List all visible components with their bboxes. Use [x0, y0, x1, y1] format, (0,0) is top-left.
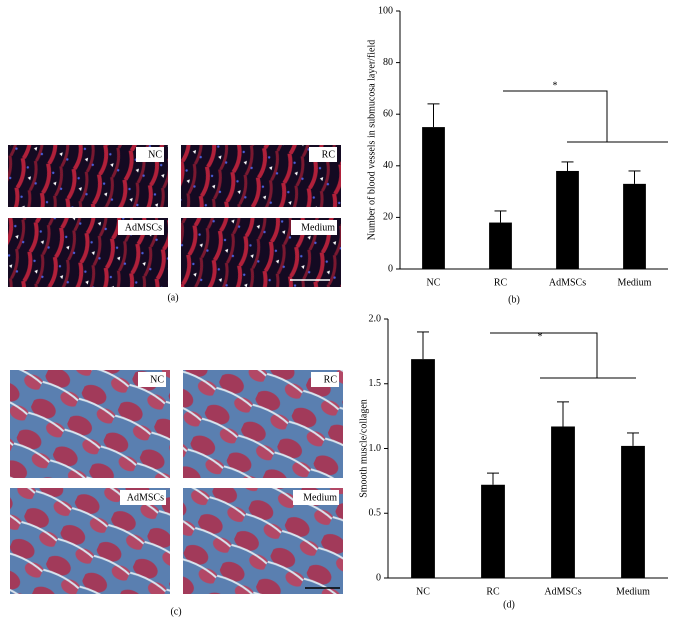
panel-label: (c)	[170, 606, 181, 617]
y-tick-label: 20	[383, 212, 393, 223]
y-tick-label: 2.0	[369, 313, 382, 324]
bracket	[490, 332, 598, 378]
bar	[556, 170, 579, 269]
image-label: RC	[322, 149, 336, 160]
bar	[551, 426, 575, 578]
significance-star: *	[553, 80, 558, 91]
image-label-box	[309, 147, 337, 162]
micrograph	[183, 370, 343, 478]
image-label-box	[118, 220, 164, 235]
micrograph	[183, 488, 343, 594]
x-tick-label: NC	[427, 277, 441, 288]
x-tick-label: NC	[416, 586, 430, 597]
significance-star: *	[538, 331, 543, 342]
micrographs: NC RC AdMSCs Medium (a) NC RC AdMSCs Medium (c)	[8, 145, 343, 617]
y-tick-label: 60	[383, 108, 393, 119]
y-axis-label: Smooth muscle/collagen	[358, 399, 369, 498]
x-tick-label: AdMSCs	[549, 277, 586, 288]
y-tick-label: 1.5	[369, 378, 382, 389]
y-tick-label: 0	[376, 572, 381, 583]
bar	[411, 359, 435, 578]
bracket	[503, 90, 608, 142]
image-label-box	[138, 372, 166, 387]
image-label: Medium	[301, 222, 335, 233]
x-tick-label: Medium	[616, 586, 650, 597]
panel-label: (b)	[508, 294, 520, 305]
y-tick-label: 1.0	[369, 443, 382, 454]
panel-label: (d)	[503, 599, 515, 610]
image-label-box	[311, 372, 339, 387]
image-label: AdMSCs	[125, 222, 162, 233]
y-tick-label: 40	[383, 160, 393, 171]
image-label: NC	[150, 374, 164, 385]
x-tick-label: AdMSCs	[544, 586, 581, 597]
image-label-box	[120, 490, 166, 505]
y-tick-label: 0	[388, 263, 393, 274]
image-label-box	[291, 220, 337, 235]
image-label: RC	[324, 374, 338, 385]
image-label-box	[293, 490, 339, 505]
bar	[481, 484, 505, 578]
y-tick-label: 100	[378, 5, 393, 16]
y-tick-label: 80	[383, 57, 393, 68]
image-label: AdMSCs	[127, 492, 164, 503]
x-tick-label: RC	[486, 586, 500, 597]
micrograph	[10, 370, 170, 478]
bar	[621, 445, 645, 578]
bar	[489, 222, 512, 269]
image-label: Medium	[303, 492, 337, 503]
x-tick-label: RC	[494, 277, 508, 288]
x-tick-label: Medium	[618, 277, 652, 288]
micrograph	[10, 488, 170, 594]
y-tick-label: 0.5	[369, 508, 382, 519]
image-label: NC	[148, 149, 162, 160]
significance-brackets	[490, 90, 668, 379]
bar	[623, 183, 646, 269]
bar	[422, 127, 445, 269]
panel-label: (a)	[167, 292, 178, 303]
image-label-box	[136, 147, 164, 162]
y-axis-label: Number of blood vessels in submucosa lay…	[366, 40, 377, 241]
